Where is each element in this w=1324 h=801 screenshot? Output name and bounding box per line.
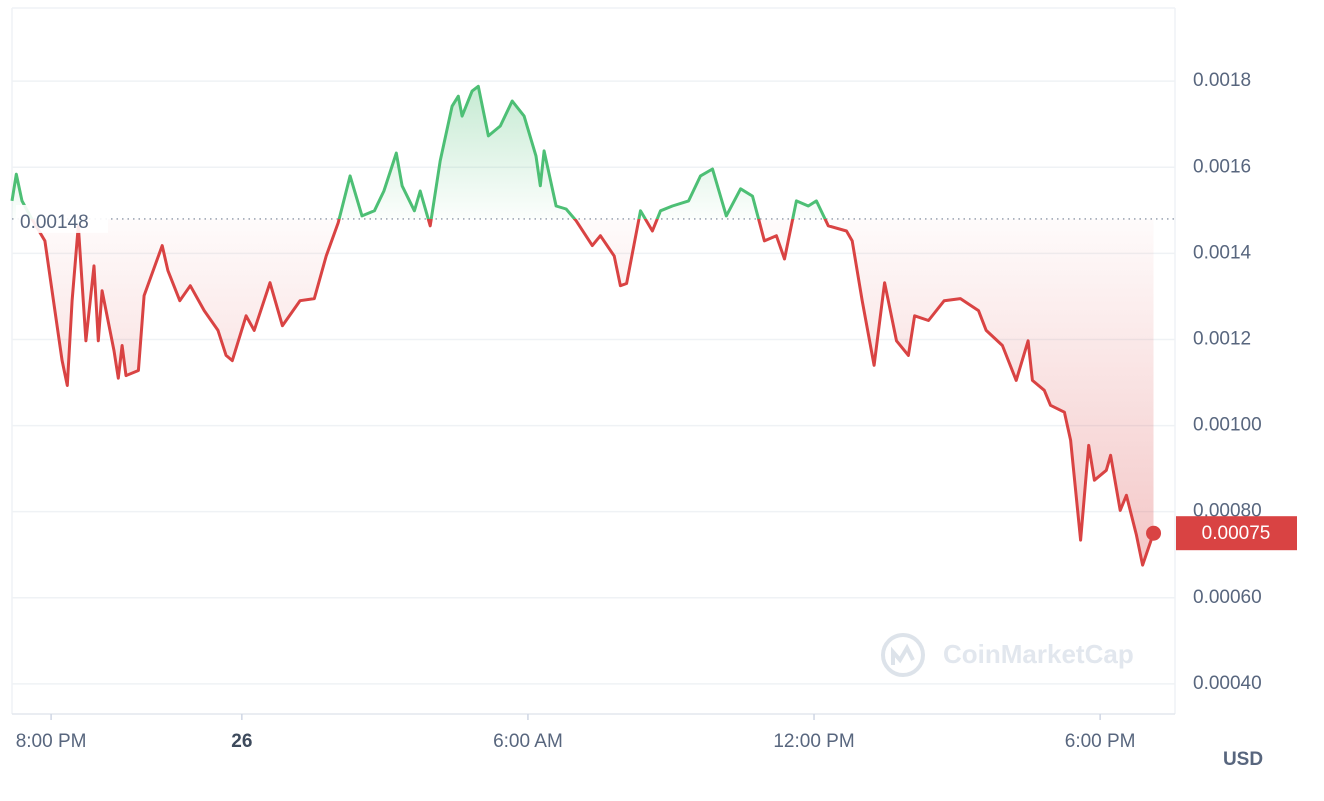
price-line-above <box>10 84 827 219</box>
last-price-label: 0.00075 <box>1202 523 1271 544</box>
y-unit: USD <box>1223 749 1263 770</box>
grid <box>11 7 1176 720</box>
y-tick-label: 0.0016 <box>1193 156 1251 177</box>
lines <box>10 84 1175 567</box>
y-tick-label: 0.0012 <box>1193 328 1251 349</box>
areas <box>12 86 1154 566</box>
x-tick-label: 6:00 PM <box>1065 731 1136 752</box>
x-tick-label: 12:00 PM <box>773 731 854 752</box>
y-tick-label: 0.00100 <box>1193 415 1262 436</box>
area-below <box>31 218 1154 566</box>
y-tick-label: 0.0014 <box>1193 242 1252 263</box>
y-tick-label: 0.0018 <box>1193 70 1251 91</box>
x-tick-label: 8:00 PM <box>16 731 87 752</box>
reference-label: 0.00148 <box>20 212 89 233</box>
y-tick-label: 0.00060 <box>1193 587 1262 608</box>
x-tick-label: 26 <box>231 731 252 752</box>
x-tick-label: 6:00 AM <box>493 731 563 752</box>
reference-label-bg <box>16 204 108 233</box>
watermark-logo <box>881 633 925 677</box>
labels: 0.000400.000600.000800.001000.00120.0014… <box>16 70 1297 752</box>
watermark-logo-mark <box>891 643 915 665</box>
watermark-text: CoinMarketCap <box>943 639 1134 669</box>
price-line-below <box>30 218 1155 567</box>
last-price-dot <box>1146 525 1162 541</box>
watermark-group: CoinMarketCap <box>881 633 1134 677</box>
last-price-tag <box>1176 516 1297 551</box>
area-above <box>12 86 1154 219</box>
y-tick-label: 0.00040 <box>1193 673 1262 694</box>
